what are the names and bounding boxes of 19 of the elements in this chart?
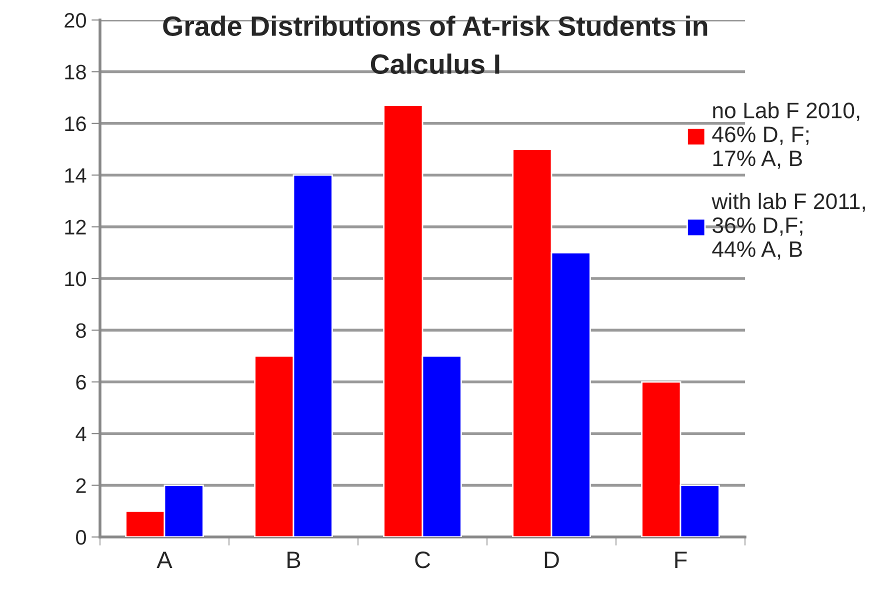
y-tick-label: 6: [76, 374, 86, 390]
legend-label: no Lab F 2010, 46% D, F; 17% A, B: [712, 102, 860, 169]
y-tick-label: 12: [65, 220, 86, 234]
y-tick-label: 18: [65, 64, 86, 80]
chart-title: Grade Distributions of At-risk Students in Calculus I: [163, 16, 708, 74]
x-tick-label: F: [675, 552, 687, 568]
x-tick-label: A: [156, 552, 172, 568]
y-tick-label: 10: [65, 272, 86, 286]
x-tick-label: B: [288, 552, 300, 568]
y-tick-label: 14: [65, 168, 86, 183]
y-tick-label: 8: [76, 323, 86, 338]
y-tick-label: 16: [65, 116, 86, 132]
x-tick-label: D: [544, 552, 559, 568]
y-tick-label: 0: [76, 530, 86, 545]
y-tick-label: 20: [64, 13, 86, 28]
legend-label: with lab F 2011, 36% D,F; 44% A, B: [712, 192, 865, 260]
x-tick-label: C: [415, 552, 430, 568]
y-tick-label: 4: [76, 426, 86, 442]
y-tick-label: 2: [76, 478, 86, 493]
